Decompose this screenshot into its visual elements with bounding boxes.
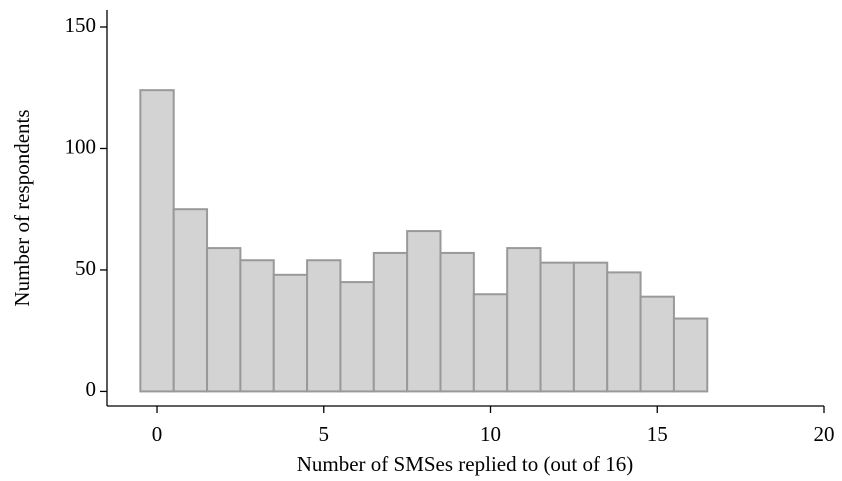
bar: [439, 251, 475, 393]
bar: [272, 273, 309, 393]
x-tick-label: 0: [152, 422, 163, 446]
bar: [506, 247, 542, 393]
x-axis-label: Number of SMSes replied to (out of 16): [297, 452, 634, 476]
bar: [306, 259, 342, 393]
bar: [206, 247, 242, 393]
y-tick-label: 100: [65, 134, 97, 158]
bar: [339, 281, 375, 393]
bar: [139, 89, 175, 393]
y-tick-label: 150: [65, 13, 97, 37]
x-tick-label: 20: [814, 422, 835, 446]
bar: [372, 251, 409, 393]
x-tick-label: 15: [647, 422, 668, 446]
bar: [406, 230, 442, 393]
bar: [639, 295, 675, 393]
bar: [606, 271, 642, 393]
bar: [539, 261, 575, 393]
y-axis-label: Number of respondents: [10, 109, 34, 306]
y-tick-label: 50: [75, 256, 96, 280]
bar: [472, 293, 509, 393]
bar: [239, 259, 275, 393]
x-tick-label: 10: [480, 422, 501, 446]
bar: [172, 208, 209, 393]
bar: [672, 317, 709, 393]
x-tick-label: 5: [319, 422, 330, 446]
bar: [572, 261, 609, 393]
y-tick-label: 0: [86, 377, 97, 401]
